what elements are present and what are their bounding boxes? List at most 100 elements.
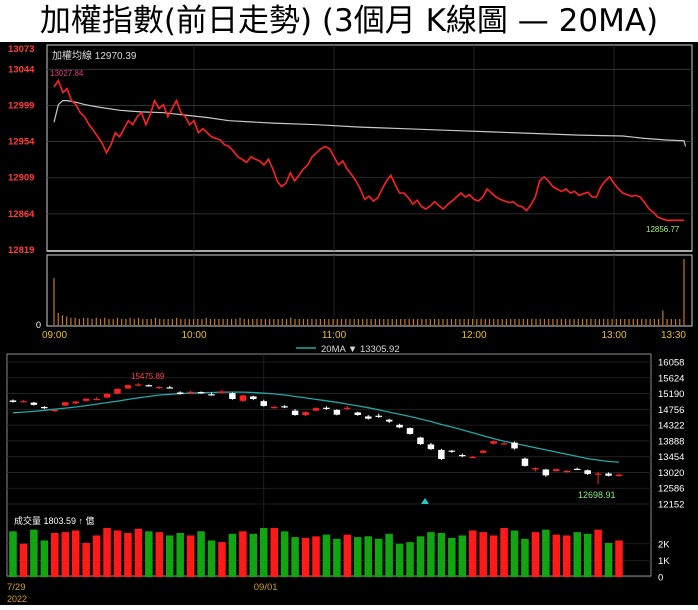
daily-volume-bar (270, 528, 278, 577)
candle-body (114, 388, 121, 394)
candle-body (594, 473, 602, 475)
daily-volume-bar (218, 542, 226, 577)
intraday-volume-bar (603, 319, 605, 325)
intraday-volume-bar (370, 319, 372, 325)
intraday-volume-bar (518, 319, 520, 325)
intraday-volume-bar (366, 319, 368, 325)
intraday-x-tick: 10:00 (181, 330, 206, 341)
intraday-volume-bar (209, 319, 212, 325)
daily-volume-bar (542, 529, 550, 577)
daily-y-tick: 13020 (658, 468, 684, 479)
daily-volume-bar (385, 533, 393, 577)
intraday-volume-bar (332, 319, 334, 325)
daily-volume-label: 成交量 1803.59 ↑ 億 (14, 515, 95, 526)
intraday-volume-bar (404, 319, 406, 325)
intraday-volume-bar (573, 319, 575, 325)
candle-body (521, 458, 529, 466)
daily-volume-bar (71, 530, 80, 577)
intraday-volume-bar (167, 319, 169, 325)
daily-volume-bar (291, 537, 299, 577)
intraday-volume-bar (615, 319, 617, 325)
daily-y-tick: 14322 (658, 421, 684, 432)
intraday-volume-bar (662, 310, 664, 325)
intraday-volume-bar (290, 317, 292, 325)
intraday-volume-bar (74, 317, 76, 325)
intraday-volume-bar (87, 317, 89, 325)
intraday-volume-bar (455, 319, 457, 325)
year-label: 2022 (7, 594, 27, 604)
daily-volume-bar (395, 543, 404, 577)
intraday-volume-bar (577, 319, 579, 325)
daily-low-label: 12698.91 (578, 490, 616, 500)
candle-body (229, 393, 236, 400)
intraday-volume-bar (674, 319, 677, 325)
candle-body (605, 473, 612, 476)
candle-body (103, 393, 111, 398)
intraday-volume-bar (159, 319, 161, 325)
intraday-volume-bar (201, 319, 203, 325)
candle-body (218, 391, 226, 393)
candle-body (354, 412, 362, 416)
intraday-volume-bar (374, 319, 376, 325)
daily-volume-bar (489, 535, 498, 577)
intraday-volume-bar (433, 319, 436, 325)
daily-volume-bar (30, 529, 38, 577)
intraday-volume-bar (328, 319, 330, 325)
daily-volume-tick: 2K (658, 539, 670, 550)
intraday-volume-bar (315, 319, 317, 325)
intraday-volume-bar (281, 319, 283, 325)
intraday-volume-bar (543, 319, 546, 325)
daily-x-tick: 09/01 (254, 582, 278, 593)
candle-body (51, 409, 59, 412)
candle-body (41, 407, 48, 409)
intraday-volume-bar (163, 319, 165, 325)
intraday-y-tick: 12999 (8, 100, 34, 111)
intraday-volume-bar (129, 317, 131, 325)
candle-body (93, 399, 100, 401)
intraday-volume-bar (467, 319, 469, 325)
daily-volume-bar (176, 532, 184, 577)
intraday-x-tick: 13:30 (661, 330, 686, 341)
intraday-y-tick: 13044 (8, 64, 35, 75)
candle-body (553, 469, 560, 471)
intraday-volume-bar (222, 319, 224, 325)
intraday-volume-bar (598, 319, 601, 325)
daily-volume-bar (510, 530, 519, 577)
intraday-y-tick: 12909 (8, 173, 34, 184)
intraday-volume-bar (653, 319, 656, 325)
charts-svg: 13073 13044 12999 12954 12909 12864 12819 09:0… (6, 44, 693, 604)
daily-volume-bar (9, 531, 17, 577)
daily-y-tick: 12586 (658, 484, 684, 495)
candle-body (72, 401, 79, 404)
intraday-volume-bar (116, 317, 119, 325)
candle-body (427, 444, 435, 450)
daily-volume-bar (280, 531, 289, 577)
intraday-volume-bar (514, 319, 516, 325)
intraday-x-tick: 13:00 (601, 330, 626, 341)
intraday-volume-zero-label: 0 (36, 320, 41, 330)
candle-body (469, 456, 476, 459)
intraday-volume-bar (239, 317, 241, 325)
candle-body (302, 412, 309, 416)
intraday-volume-bar (594, 319, 596, 325)
candle-body (532, 468, 539, 470)
intraday-y-tick: 13073 (8, 44, 34, 55)
daily-volume-bar (61, 532, 70, 577)
daily-volume-bar (239, 531, 247, 577)
intraday-volume-bar (383, 319, 385, 325)
candle-body (166, 387, 173, 389)
intraday-volume-bar (243, 319, 245, 325)
intraday-volume-bar (636, 319, 639, 325)
daily-volume-bar (427, 532, 435, 577)
daily-volume-bar (165, 535, 174, 577)
daily-volume-bar (562, 535, 571, 577)
daily-volume-bar (82, 542, 90, 577)
intraday-volume-bar (205, 317, 207, 325)
intraday-volume-bar (171, 319, 173, 325)
intraday-volume-bar (425, 319, 427, 325)
intraday-volume-bar (307, 319, 309, 325)
intraday-y-tick: 12954 (8, 137, 35, 148)
candle-body (417, 437, 424, 445)
candle-body (260, 401, 267, 406)
daily-volume-bar (92, 535, 101, 577)
